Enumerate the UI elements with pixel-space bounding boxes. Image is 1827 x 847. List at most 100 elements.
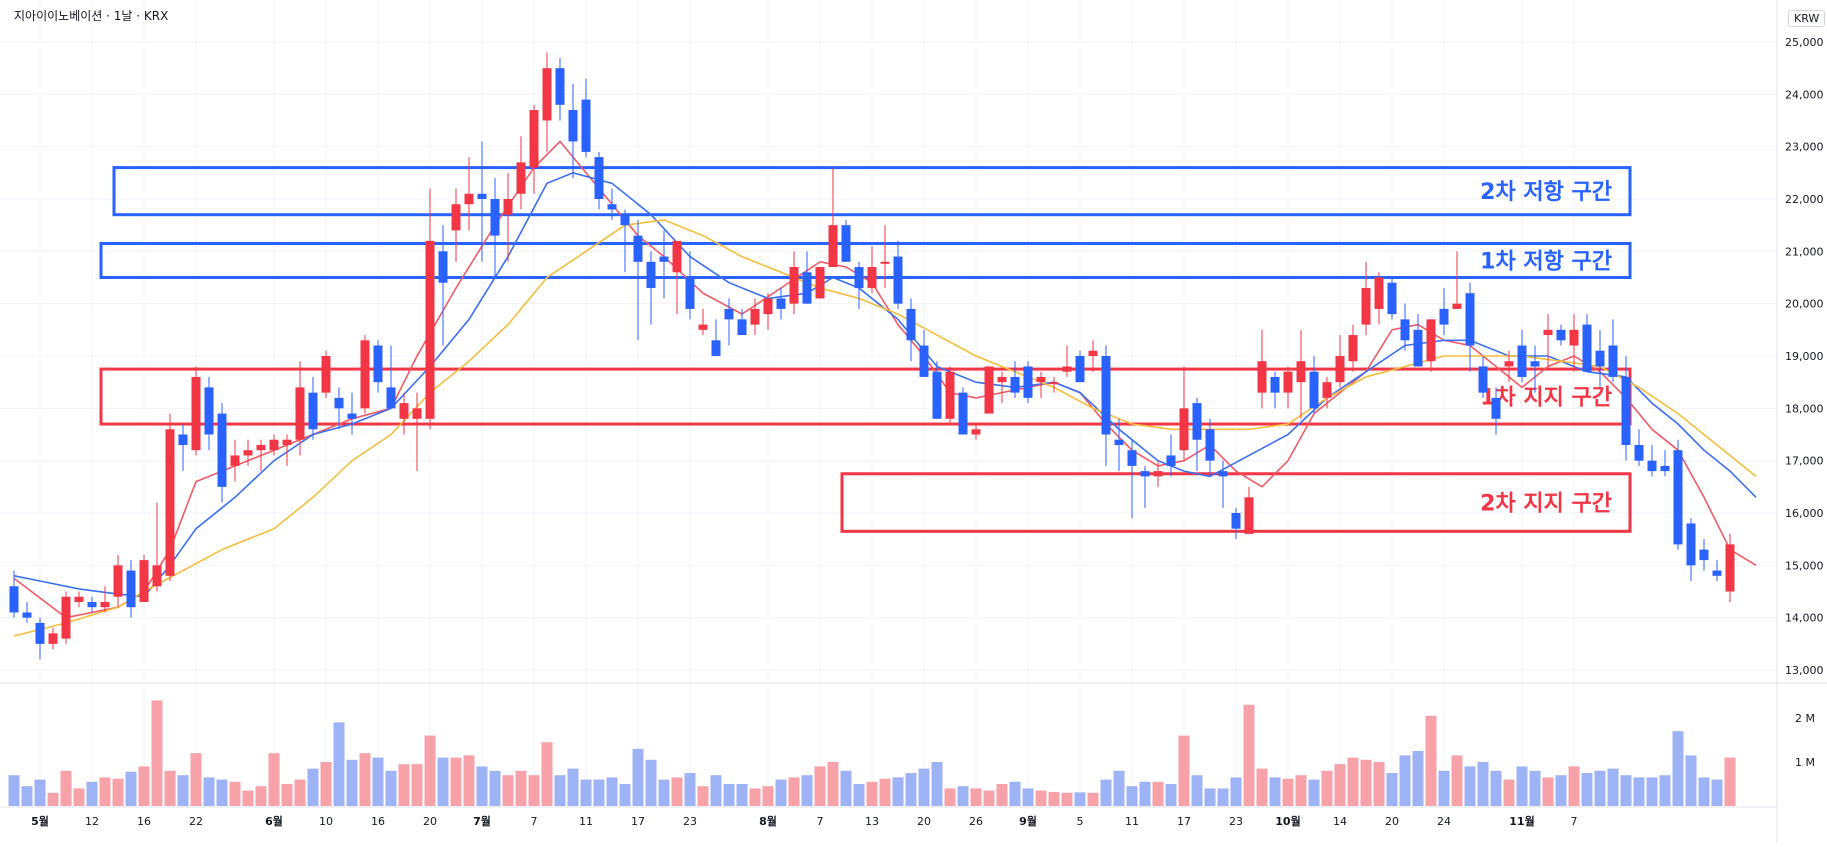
candle-body	[152, 565, 162, 587]
candles	[9, 52, 1735, 660]
candle-body	[802, 272, 812, 304]
volume-bar	[502, 775, 514, 806]
volume-bar	[697, 786, 709, 806]
volume-bar	[1594, 770, 1606, 806]
x-tick-label: 13	[865, 815, 879, 828]
volume-bar	[931, 762, 943, 806]
volume-bar	[684, 773, 696, 806]
volume-bar	[203, 777, 215, 806]
x-tick-label: 6월	[265, 814, 283, 828]
volume-bar	[1256, 768, 1268, 806]
volume-bar	[567, 768, 579, 806]
candle-body	[1725, 544, 1735, 592]
candle-body	[789, 267, 799, 304]
x-tick-label: 20	[423, 815, 437, 828]
volume-bar	[281, 784, 293, 806]
volume-bar	[8, 775, 20, 806]
candle-body	[568, 110, 578, 142]
candle-body	[1192, 403, 1202, 440]
volume-bar	[1607, 768, 1619, 806]
volume-bar	[1373, 762, 1385, 806]
volume-bar	[398, 764, 410, 806]
volume-bar	[1724, 757, 1736, 806]
candle-body	[542, 68, 552, 121]
candle-body	[503, 199, 513, 215]
volume-bar	[1334, 764, 1346, 806]
candle-body	[1010, 376, 1020, 393]
candle-body	[61, 596, 71, 639]
volume-bar	[1477, 762, 1489, 806]
candle-body	[1049, 382, 1059, 385]
volume-bar	[476, 766, 488, 806]
candle-body	[828, 225, 838, 268]
volume-bar	[333, 722, 345, 806]
volume-bar	[1204, 788, 1216, 806]
volume-bar	[1152, 781, 1164, 806]
volume-bar	[1516, 766, 1528, 806]
volume-bar	[1568, 766, 1580, 806]
zones: 2차 저항 구간 1차 저항 구간 1차 지지 구간 2차 지지 구간	[99, 166, 1632, 533]
volume-bar	[723, 784, 735, 806]
candle-body	[282, 439, 292, 445]
y-tick-label: 18,000	[1785, 402, 1824, 415]
candle-body	[1595, 350, 1605, 367]
candle-body	[646, 261, 656, 288]
candle-body	[1686, 523, 1696, 566]
volume-bar	[710, 775, 722, 806]
x-tick-label: 7	[1571, 815, 1578, 828]
volume-bar	[1451, 755, 1463, 806]
candle-body	[1673, 450, 1683, 545]
volume-bar	[1646, 777, 1658, 806]
candle-body	[373, 345, 383, 383]
volume-bar	[957, 786, 969, 806]
volume-bar	[1490, 770, 1502, 806]
volume-bar	[1438, 770, 1450, 806]
candle-body	[451, 204, 461, 231]
candle-body	[594, 157, 604, 199]
candle-body	[815, 267, 825, 299]
candle-body	[971, 429, 981, 435]
candle-body	[581, 99, 591, 152]
candle-body	[1244, 497, 1254, 534]
candle-body	[1387, 282, 1397, 315]
candle-body	[1036, 376, 1046, 383]
volume-bar	[1165, 784, 1177, 806]
y-tick-label: 14,000	[1785, 612, 1824, 625]
candle-body	[1283, 371, 1293, 393]
candle-body	[1621, 376, 1631, 445]
candle-body	[178, 434, 188, 445]
x-tick-label: 22	[189, 815, 203, 828]
candle-body	[35, 622, 45, 644]
volume-bar	[879, 778, 891, 806]
volume-bar	[1425, 715, 1437, 806]
volume-bar	[1230, 777, 1242, 806]
candle-body	[724, 308, 734, 320]
x-tick-label: 20	[917, 815, 931, 828]
volume-bar	[437, 757, 449, 806]
candle-body	[932, 371, 942, 419]
candle-body	[841, 225, 851, 262]
volume-bar	[1633, 777, 1645, 806]
volume-bar	[853, 784, 865, 806]
currency-badge[interactable]: KRW	[1788, 10, 1826, 27]
candle-body	[984, 366, 994, 414]
x-tick-label: 5	[1077, 815, 1084, 828]
x-tick-label: 11월	[1509, 814, 1534, 828]
volume-bar	[996, 784, 1008, 806]
volume-bar	[346, 759, 358, 806]
volume-bar	[1178, 735, 1190, 806]
candle-body	[1400, 319, 1410, 341]
volume-bar	[1360, 759, 1372, 806]
volume-bar	[1074, 792, 1086, 806]
volume-bar	[47, 792, 59, 806]
zone-label: 2차 저항 구간	[1480, 180, 1612, 205]
candle-body	[9, 586, 19, 613]
volume-bar	[294, 779, 306, 806]
candle-body	[1478, 366, 1488, 393]
volume-bar	[1581, 773, 1593, 806]
candle-body	[100, 601, 110, 608]
x-tick-label: 10	[319, 815, 333, 828]
candle-body	[321, 356, 331, 393]
y-tick-label: 17,000	[1785, 455, 1824, 468]
